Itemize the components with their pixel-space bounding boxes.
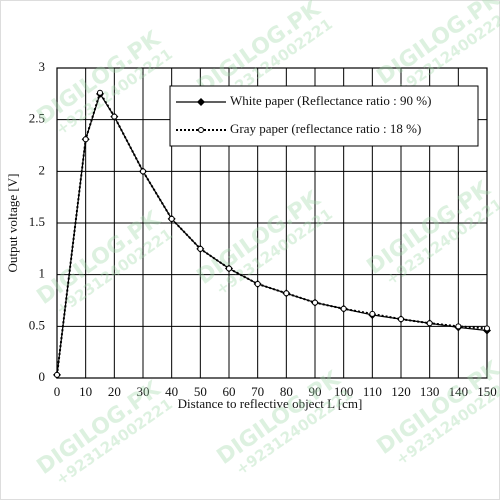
legend-box bbox=[169, 85, 479, 147]
x-tick-label: 80 bbox=[280, 384, 293, 399]
legend-marker bbox=[197, 98, 205, 106]
marker bbox=[455, 323, 462, 330]
y-tick-label: 0.5 bbox=[29, 317, 45, 332]
x-tick-label: 30 bbox=[137, 384, 150, 399]
x-tick-label: 140 bbox=[449, 384, 469, 399]
marker bbox=[97, 89, 103, 96]
x-tick-label: 0 bbox=[54, 384, 61, 399]
marker bbox=[254, 280, 261, 287]
marker bbox=[484, 325, 490, 332]
x-axis-label: Distance to reflective object L [cm] bbox=[178, 396, 363, 411]
series-line bbox=[56, 90, 488, 376]
marker bbox=[312, 299, 318, 306]
x-tick-label: 90 bbox=[309, 384, 322, 399]
y-tick-label: 1.5 bbox=[29, 214, 45, 229]
x-tick-label: 100 bbox=[334, 384, 354, 399]
y-tick-label: 1 bbox=[39, 266, 46, 281]
marker bbox=[283, 290, 290, 297]
legend-marker bbox=[198, 127, 204, 133]
x-tick-label: 130 bbox=[420, 384, 440, 399]
y-axis-label: Output voltage [V] bbox=[5, 174, 20, 273]
marker bbox=[111, 113, 118, 120]
x-tick-label: 120 bbox=[391, 384, 411, 399]
y-tick-label: 2.5 bbox=[29, 111, 45, 126]
x-tick-label: 70 bbox=[251, 384, 264, 399]
y-tick-label: 3 bbox=[39, 59, 46, 74]
marker bbox=[54, 371, 60, 378]
x-tick-label: 10 bbox=[79, 384, 92, 399]
marker bbox=[340, 305, 347, 312]
legend-label: White paper (Reflectance ratio : 90 %) bbox=[230, 93, 431, 108]
x-tick-label: 60 bbox=[223, 384, 236, 399]
marker bbox=[140, 168, 146, 175]
x-tick-label: 40 bbox=[165, 384, 178, 399]
x-tick-label: 20 bbox=[108, 384, 121, 399]
legend-label: Gray paper (reflectance ratio : 18 %) bbox=[230, 121, 421, 136]
marker bbox=[369, 310, 376, 317]
x-tick-label: 150 bbox=[477, 384, 497, 399]
marker bbox=[398, 316, 404, 323]
marker bbox=[168, 215, 175, 222]
x-tick-label: 110 bbox=[363, 384, 382, 399]
marker bbox=[426, 320, 433, 327]
y-tick-label: 2 bbox=[39, 162, 46, 177]
marker bbox=[226, 265, 232, 272]
x-tick-label: 50 bbox=[194, 384, 207, 399]
marker bbox=[82, 136, 89, 143]
marker bbox=[197, 245, 204, 252]
plot-border bbox=[56, 67, 488, 379]
y-tick-label: 0 bbox=[39, 369, 46, 384]
